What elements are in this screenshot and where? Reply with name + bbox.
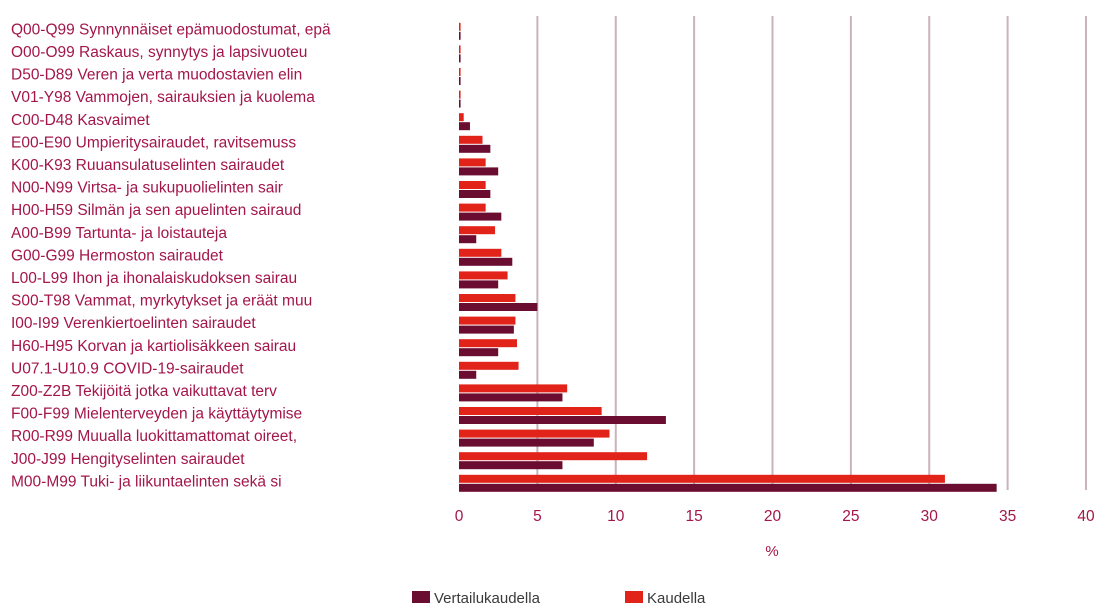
category-label: G00-G99 Hermoston sairaudet xyxy=(11,247,224,264)
bar-kaudella xyxy=(459,45,461,54)
x-tick-label: 0 xyxy=(455,508,464,525)
category-label: J00-J99 Hengityselinten sairaudet xyxy=(11,451,245,468)
bar-kaudella xyxy=(459,248,502,257)
bar-vertailukaudella xyxy=(459,280,499,289)
bar-vertailukaudella xyxy=(459,122,470,131)
category-label: D50-D89 Veren ja verta muodostavien elin xyxy=(11,67,302,84)
category-label: U07.1-U10.9 COVID-19-sairaudet xyxy=(11,360,244,377)
bar-vertailukaudella xyxy=(459,303,538,311)
bar-vertailukaudella xyxy=(459,77,461,85)
bar-vertailukaudella xyxy=(459,348,499,357)
bar-vertailukaudella xyxy=(459,438,594,447)
bar-kaudella xyxy=(459,68,461,76)
bar-vertailukaudella xyxy=(459,212,502,221)
bar-kaudella xyxy=(459,407,602,415)
legend-label-kaudella: Kaudella xyxy=(647,590,706,607)
x-tick-label: 25 xyxy=(842,508,859,525)
bar-vertailukaudella xyxy=(459,257,513,266)
bar-vertailukaudella xyxy=(459,144,491,153)
bar-vertailukaudella xyxy=(459,325,514,334)
x-tick-label: 20 xyxy=(764,508,782,525)
bar-kaudella xyxy=(459,294,516,302)
x-tick-label: 5 xyxy=(533,508,542,525)
x-tick-label: 40 xyxy=(1077,508,1095,525)
bar-kaudella xyxy=(459,361,519,370)
bar-kaudella xyxy=(459,135,483,144)
category-label: Z00-Z2B Tekijöitä jotka vaikuttavat terv xyxy=(11,383,277,400)
category-label: K00-K93 Ruuansulatuselinten sairaudet xyxy=(11,157,285,174)
bar-vertailukaudella xyxy=(459,31,461,40)
bar-vertailukaudella xyxy=(459,370,477,379)
bar-vertailukaudella xyxy=(459,235,477,244)
category-label: H60-H95 Korvan ja kartiolisäkkeen sairau xyxy=(11,338,296,355)
bar-vertailukaudella xyxy=(459,393,563,402)
category-label: S00-T98 Vammat, myrkytykset ja eräät muu xyxy=(11,293,312,310)
category-label: H00-H59 Silmän ja sen apuelinten sairaud xyxy=(11,202,301,219)
bar-vertailukaudella xyxy=(459,416,666,424)
bar-vertailukaudella xyxy=(459,54,461,63)
bar-vertailukaudella xyxy=(459,167,499,176)
legend-swatch-vertailukaudella xyxy=(412,591,430,603)
category-label: E00-E90 Umpieritysairaudet, ravitsemuss xyxy=(11,134,296,151)
legend-swatch-kaudella xyxy=(625,591,643,603)
bar-vertailukaudella xyxy=(459,190,491,198)
bar-kaudella xyxy=(459,90,461,99)
legend-label-vertailukaudella: Vertailukaudella xyxy=(434,590,541,607)
x-tick-label: 15 xyxy=(686,508,703,525)
x-tick-label: 30 xyxy=(921,508,939,525)
category-label: V01-Y98 Vammojen, sairauksien ja kuolema xyxy=(11,89,315,106)
bar-vertailukaudella xyxy=(459,99,461,108)
category-label: L00-L99 Ihon ja ihonalaiskudoksen sairau xyxy=(11,270,297,287)
bar-vertailukaudella xyxy=(459,483,997,492)
bar-kaudella xyxy=(459,271,508,280)
x-axis-title: % xyxy=(765,543,778,560)
category-label: A00-B99 Tartunta- ja loistauteja xyxy=(11,225,227,242)
category-label: M00-M99 Tuki- ja liikuntaelinten sekä si xyxy=(11,473,282,490)
x-tick-label: 10 xyxy=(607,508,625,525)
category-label: N00-N99 Virtsa- ja sukupuolielinten sair xyxy=(11,180,283,197)
category-label: R00-R99 Muualla luokittamattomat oireet, xyxy=(11,428,297,445)
category-label: Q00-Q99 Synnynnäiset epämuodostumat, epä xyxy=(11,21,331,38)
bar-kaudella xyxy=(459,203,486,212)
bar-kaudella xyxy=(459,113,464,122)
bar-kaudella xyxy=(459,452,648,461)
category-label: C00-D48 Kasvaimet xyxy=(11,112,150,129)
category-label: F00-F99 Mielenterveyden ja käyttäytymise xyxy=(11,406,302,423)
category-label: O00-O99 Raskaus, synnytys ja lapsivuoteu xyxy=(11,44,307,61)
bar-kaudella xyxy=(459,22,461,31)
bar-kaudella xyxy=(459,181,486,189)
bar-kaudella xyxy=(459,429,610,438)
bar-kaudella xyxy=(459,339,517,348)
bar-kaudella xyxy=(459,474,945,483)
bar-kaudella xyxy=(459,384,568,393)
category-label: I00-I99 Verenkiertoelinten sairaudet xyxy=(11,315,256,332)
bar-vertailukaudella xyxy=(459,461,563,470)
bar-kaudella xyxy=(459,158,486,167)
bar-kaudella xyxy=(459,316,516,325)
x-tick-label: 35 xyxy=(999,508,1016,525)
bar-kaudella xyxy=(459,226,496,235)
